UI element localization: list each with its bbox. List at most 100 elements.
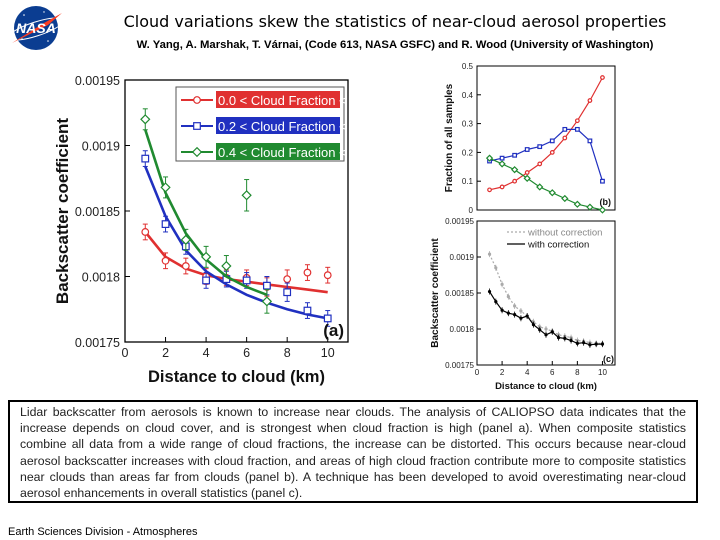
series-b-2 — [485, 154, 607, 214]
legend-marker — [193, 122, 201, 130]
data-point — [549, 149, 555, 155]
x-tick-label-c: 4 — [525, 368, 530, 377]
data-point — [586, 203, 594, 211]
data-point — [510, 166, 519, 174]
x-tick-label-c: 10 — [598, 368, 607, 377]
data-point — [161, 256, 170, 265]
y-axis-label-c: Backscatter coefficient — [430, 238, 441, 348]
data-point — [181, 262, 190, 270]
data-point — [141, 154, 150, 163]
data-point — [600, 178, 605, 184]
y-tick-label-c: 0.0018 — [450, 325, 475, 334]
chart-a: 0.00175 0.0018 0.00185 0.0019 0.00195 0 2 4 6 8 10… — [53, 74, 355, 386]
x-axis-label-c: Distance to cloud (km) — [495, 381, 597, 392]
data-point — [283, 288, 292, 297]
series-line — [489, 157, 603, 211]
y-tick-label-c: 0.00195 — [445, 217, 474, 226]
y-tick-label-b: 0.4 — [462, 91, 474, 100]
data-point — [525, 314, 529, 318]
data-point — [563, 336, 567, 340]
y-axis-label-b: Fraction of all samples — [444, 83, 455, 192]
legend-marker — [193, 96, 201, 104]
fit-curve — [144, 166, 328, 320]
y-tick-label-b: 0.5 — [462, 62, 474, 71]
data-point — [200, 251, 212, 262]
series-line — [489, 77, 604, 191]
x-tick-label-a: 0 — [122, 346, 129, 360]
logo-text: NASA — [16, 20, 56, 36]
description-box: Lidar backscatter from aerosols is known… — [8, 400, 698, 503]
data-point — [513, 304, 517, 308]
series-c-1 — [487, 288, 605, 348]
panel-label-c: (c) — [603, 354, 614, 364]
legend-label-bg — [216, 91, 340, 108]
description-text: Lidar backscatter from aerosols is known… — [20, 405, 686, 501]
data-point — [519, 316, 523, 320]
data-point — [500, 282, 504, 286]
y-tick-label-b: 0.1 — [462, 177, 474, 186]
legend-a: 0.0 < Cloud Fraction < 0.1 0.2 < Cloud Fr… — [175, 86, 355, 162]
legend-label-bg — [216, 143, 340, 160]
legend-marker — [191, 146, 203, 158]
x-tick-label-c: 2 — [500, 368, 505, 377]
authors-line: W. Yang, A. Marshak, T. Várnai, (Code 61… — [136, 39, 654, 51]
series-line — [489, 128, 604, 182]
data-point — [587, 98, 593, 103]
data-point — [241, 190, 252, 201]
data-point — [498, 160, 506, 168]
data-point — [556, 336, 561, 340]
y-tick-label-a: 0.0019 — [82, 140, 120, 154]
series-a-1 — [141, 150, 332, 327]
x-tick-label-a: 6 — [243, 346, 250, 360]
data-point — [499, 184, 505, 190]
data-point — [303, 268, 312, 277]
x-tick-label-c: 8 — [575, 368, 580, 377]
data-point — [519, 309, 523, 313]
data-point — [524, 147, 530, 152]
data-point — [506, 311, 510, 315]
data-point — [544, 327, 548, 331]
data-point — [550, 330, 554, 334]
data-point — [499, 155, 505, 161]
y-tick-label-a: 0.0018 — [82, 271, 120, 285]
legend-label: with correction — [527, 240, 589, 251]
series-b-0 — [487, 75, 605, 193]
data-point — [600, 342, 605, 346]
data-point — [512, 178, 518, 184]
y-tick-label-b: 0.3 — [462, 120, 474, 129]
data-point — [538, 328, 542, 332]
data-point — [494, 266, 498, 270]
data-point — [261, 296, 273, 307]
data-point — [536, 183, 544, 191]
data-point — [263, 281, 271, 290]
chart-b: 0 0.1 0.2 0.3 0.4 0.5 Fraction of all samples (… — [444, 62, 616, 215]
data-point — [140, 114, 151, 125]
data-point — [600, 75, 605, 80]
data-point — [506, 295, 510, 299]
data-point — [160, 182, 171, 193]
data-point — [574, 126, 580, 132]
y-tick-label-c: 0.00185 — [445, 289, 474, 298]
y-tick-label-c: 0.00175 — [445, 361, 474, 370]
x-tick-label-a: 4 — [203, 346, 210, 360]
x-tick-label-c: 6 — [550, 368, 555, 377]
data-point — [487, 289, 492, 294]
nasa-logo: NASA — [7, 6, 65, 50]
data-point — [544, 333, 548, 337]
data-point — [323, 271, 332, 280]
data-point — [569, 338, 573, 343]
series-a-2 — [140, 108, 273, 314]
y-tick-label-a: 0.00185 — [75, 205, 120, 219]
x-axis-label-a: Distance to cloud (km) — [148, 368, 325, 386]
data-point — [537, 161, 543, 167]
y-tick-label-a: 0.00175 — [75, 336, 120, 350]
data-point — [485, 154, 494, 162]
data-point — [512, 152, 518, 158]
logo-chevron — [12, 13, 62, 43]
plot-frame-c — [476, 220, 616, 366]
legend-label: 0.0 < Cloud Fraction < 0.1 — [218, 93, 355, 108]
data-point — [141, 228, 150, 236]
legend-label-bg — [216, 117, 340, 134]
panel-label-a: (a) — [323, 321, 344, 340]
